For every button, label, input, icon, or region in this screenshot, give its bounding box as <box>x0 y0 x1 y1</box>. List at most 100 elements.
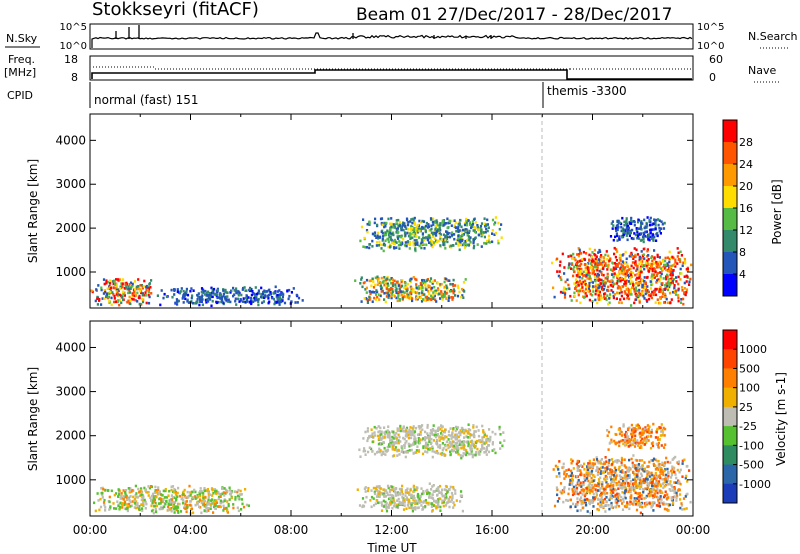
velocity-echo-cell <box>396 454 399 457</box>
power-echo-cell <box>591 258 594 261</box>
velocity-echo-cell <box>385 450 388 453</box>
power-echo-cell <box>640 228 643 231</box>
velocity-echo-cell <box>634 499 637 502</box>
velocity-echo-cell <box>427 491 430 494</box>
velocity-echo-cell <box>475 441 478 445</box>
velocity-echo-cell <box>556 488 559 492</box>
velocity-echo-cell <box>679 506 682 510</box>
power-echo-cell <box>404 241 407 244</box>
velocity-echo-cell <box>122 495 125 498</box>
power-echo-cell <box>421 279 424 282</box>
power-echo-cell <box>627 226 630 230</box>
power-echo-cell <box>144 291 147 294</box>
power-echo-cell <box>373 221 376 225</box>
power-echo-cell <box>245 294 248 297</box>
power-echo-cell <box>656 234 659 238</box>
velocity-echo-cell <box>397 439 400 442</box>
power-echo-cell <box>631 255 634 259</box>
power-echo-cell <box>602 280 605 284</box>
freq-label-line1: Freq. <box>8 53 35 66</box>
power-echo-cell <box>582 270 585 274</box>
power-echo-cell <box>365 286 368 290</box>
power-echo-cell <box>674 265 677 268</box>
power-echo-cell <box>625 279 628 283</box>
velocity-echo-cell <box>491 442 494 446</box>
power-echo-cell <box>461 287 464 291</box>
velocity-echo-cell <box>584 501 587 505</box>
velocity-echo-cell <box>429 432 432 435</box>
power-echo-cell <box>374 276 377 280</box>
velocity-echo-cell <box>447 433 450 437</box>
power-echo-cell <box>453 289 456 293</box>
velocity-echo-cell <box>201 500 204 504</box>
velocity-echo-cell <box>449 500 452 503</box>
velocity-echo-cell <box>605 460 608 463</box>
velocity-echo-cell <box>590 476 593 480</box>
velocity-echo-cell <box>469 433 472 436</box>
power-echo-cell <box>615 259 618 262</box>
power-echo-cell <box>177 299 180 303</box>
power-echo-cell <box>487 234 491 238</box>
velocity-echo-cell <box>617 468 620 471</box>
velocity-echo-cell <box>383 494 386 497</box>
power-echo-cell <box>595 259 598 262</box>
power-echo-cell <box>596 291 599 295</box>
velocity-echo-cell <box>664 494 667 497</box>
power-echo-cell <box>129 302 132 306</box>
velocity-echo-cell <box>204 503 207 507</box>
velocity-echo-cell <box>634 464 637 467</box>
velocity-echo-cell <box>673 481 676 484</box>
power-echo-cell <box>591 272 594 275</box>
velocity-echo-cell <box>422 490 425 493</box>
velocity-echo-cell <box>656 467 659 470</box>
power-echo-cell <box>368 295 371 299</box>
power-echo-cell <box>424 230 427 234</box>
power-echo-cell <box>677 258 680 261</box>
power-echo-cell <box>396 235 399 239</box>
velocity-echo-cell <box>383 426 386 429</box>
velocity-echo-cell <box>458 441 461 445</box>
velocity-echo-cell <box>228 498 231 501</box>
power-echo-cell <box>457 286 460 290</box>
velocity-echo-cell <box>567 474 570 478</box>
power-echo-cell <box>212 292 215 295</box>
power-echo-cell <box>397 284 400 287</box>
power-echo-cell <box>427 297 430 300</box>
power-echo-cell <box>619 256 623 260</box>
power-echo-cell <box>592 269 595 273</box>
velocity-echo-cell <box>404 491 407 494</box>
power-echo-cell <box>446 235 450 239</box>
velocity-echo-cell <box>624 477 627 481</box>
power-echo-cell <box>192 289 195 292</box>
velocity-echo-cell <box>568 483 571 486</box>
power-echo-cell <box>414 298 418 301</box>
velocity-echo-cell <box>219 495 222 498</box>
power-echo-cell <box>677 296 680 300</box>
power-echo-cell <box>602 273 605 277</box>
velocity-echo-cell <box>431 449 434 453</box>
power-echo-cell <box>150 292 153 295</box>
velocity-echo-cell <box>384 504 387 507</box>
power-colorbar-segment <box>723 252 737 275</box>
velocity-echo-cell <box>651 473 654 477</box>
power-echo-cell <box>682 261 685 265</box>
velocity-echo-cell <box>377 425 380 428</box>
velocity-echo-cell <box>113 493 116 497</box>
power-echo-cell <box>128 291 132 294</box>
velocity-echo-cell <box>498 425 501 429</box>
velocity-echo-cell <box>646 486 649 489</box>
power-echo-cell <box>419 285 422 289</box>
velocity-echo-cell <box>431 455 434 459</box>
power-echo-cell <box>588 266 591 270</box>
power-echo-cell <box>606 294 609 297</box>
velocity-echo-cell <box>599 462 602 465</box>
power-echo-cell <box>622 297 626 301</box>
velocity-echo-cell <box>405 498 408 501</box>
power-echo-cell <box>671 279 674 283</box>
velocity-echo-cell <box>392 430 395 434</box>
power-echo-cell <box>655 287 658 291</box>
velocity-echo-cell <box>150 485 153 488</box>
velocity-echo-cell <box>653 477 656 480</box>
velocity-echo-cell <box>145 490 148 494</box>
power-echo-cell <box>415 227 418 231</box>
